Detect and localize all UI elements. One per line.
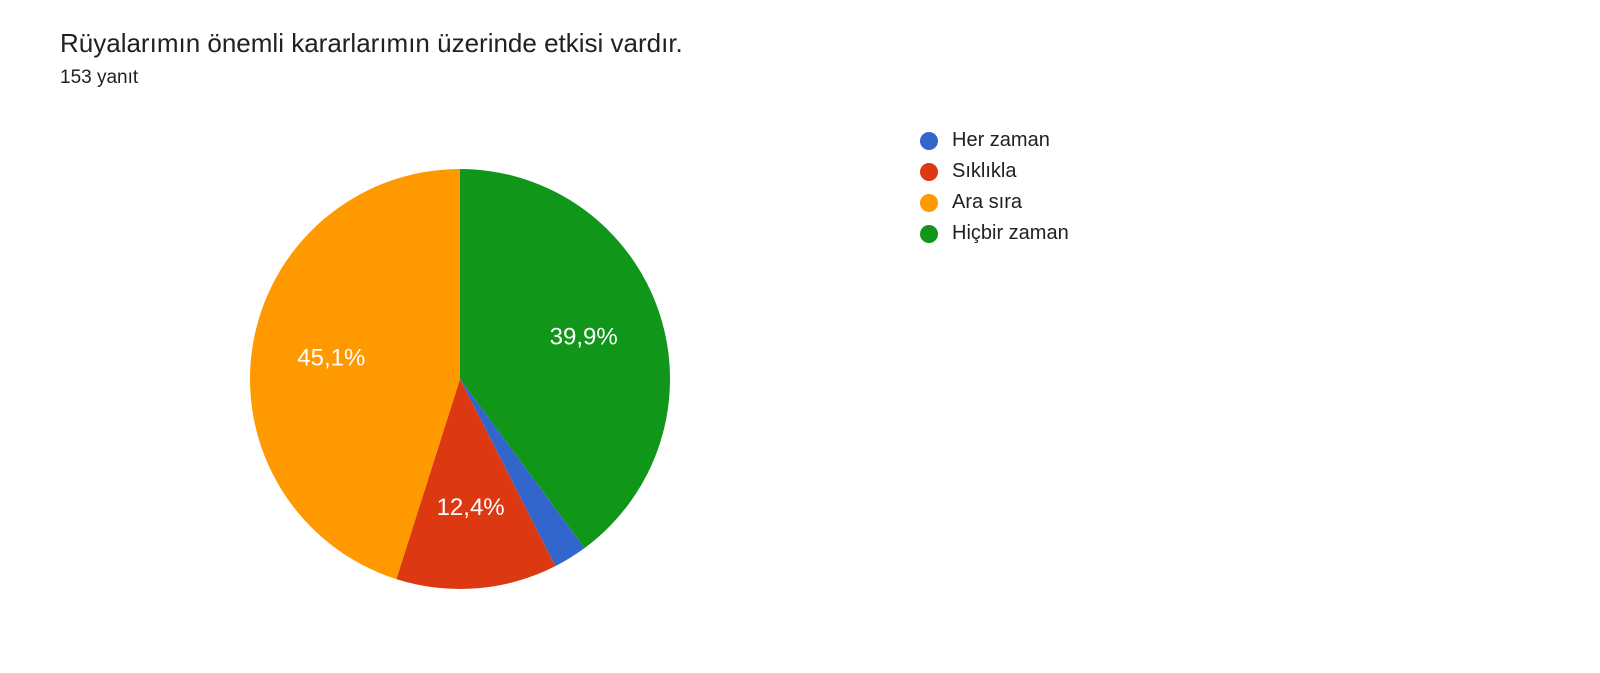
- legend-label: Sıklıkla: [952, 160, 1016, 183]
- response-count: 153 yanıt: [60, 67, 1540, 89]
- legend-dot: [920, 194, 938, 212]
- chart-container: Rüyalarımın önemli kararlarımın üzerinde…: [0, 0, 1600, 657]
- legend-label: Her zaman: [952, 129, 1050, 152]
- legend-label: Hiçbir zaman: [952, 222, 1069, 245]
- legend-item: Ara sıra: [920, 191, 1069, 214]
- legend-item: Sıklıkla: [920, 160, 1069, 183]
- pie-svg: 39,9% 12,4% 45,1%: [210, 129, 710, 629]
- slice-label: 45,1%: [297, 344, 365, 371]
- legend-dot: [920, 163, 938, 181]
- slice-label: 12,4%: [437, 494, 505, 521]
- legend-dot: [920, 225, 938, 243]
- legend-item: Her zaman: [920, 129, 1069, 152]
- pie-chart: 39,9% 12,4% 45,1%: [60, 129, 860, 629]
- legend-label: Ara sıra: [952, 191, 1022, 214]
- legend: Her zaman Sıklıkla Ara sıra Hiçbir zaman: [920, 129, 1069, 253]
- chart-area: 39,9% 12,4% 45,1% Her zaman Sıklıkla Ara sır…: [60, 129, 1540, 629]
- chart-title: Rüyalarımın önemli kararlarımın üzerinde…: [60, 28, 1540, 59]
- slice-label: 39,9%: [550, 324, 618, 351]
- legend-dot: [920, 132, 938, 150]
- legend-item: Hiçbir zaman: [920, 222, 1069, 245]
